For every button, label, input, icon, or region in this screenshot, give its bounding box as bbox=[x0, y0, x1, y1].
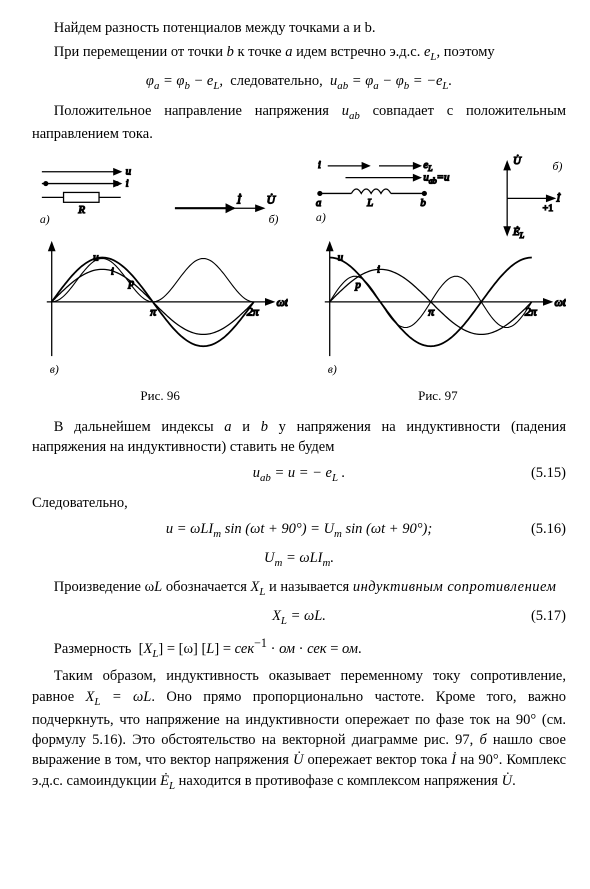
svg-text:p: p bbox=[354, 279, 361, 291]
figure-row: u i R a) İ U̇ б) ωt π 2π bbox=[32, 154, 566, 381]
fig97-caption: Рис. 97 bbox=[310, 387, 566, 405]
svg-text:U̇: U̇ bbox=[513, 155, 522, 167]
eq-phi: φa = φb − eL, следовательно, uab = φa − … bbox=[32, 71, 566, 94]
para2-c: идем встречно э.д.с. bbox=[292, 44, 424, 60]
eq-5-16-num: (5.16) bbox=[531, 519, 566, 539]
fig97-svg: i eL uab=u a L b a) İ U̇ bbox=[310, 154, 566, 381]
eq-5-16: u = ωLIm sin (ωt + 90°) = Um sin (ωt + 9… bbox=[32, 519, 566, 542]
svg-text:i: i bbox=[318, 159, 321, 171]
para3-a: Положительное направление напряжения bbox=[54, 103, 342, 119]
svg-text:i: i bbox=[111, 265, 114, 277]
svg-text:a: a bbox=[316, 197, 321, 209]
para-8: Таким образом, индуктивность оказывает п… bbox=[32, 666, 566, 793]
svg-text:İ: İ bbox=[555, 192, 561, 204]
para2-a: При перемещении от точки bbox=[54, 44, 227, 60]
svg-text:ωt: ωt bbox=[554, 295, 566, 309]
eq-5-17-num: (5.17) bbox=[531, 606, 566, 626]
sym-eL: eL bbox=[424, 44, 436, 60]
svg-text:i: i bbox=[377, 263, 380, 275]
fig96-v-label: в) bbox=[50, 362, 59, 376]
svg-text:L: L bbox=[366, 197, 373, 209]
fig96-a-label: a) bbox=[40, 212, 50, 226]
svg-text:İ: İ bbox=[236, 192, 242, 206]
svg-text:uab=u: uab=u bbox=[423, 172, 450, 186]
fig96-caption: Рис. 96 bbox=[32, 387, 288, 405]
para-6: Произведение ωL обозначается XL и называ… bbox=[32, 577, 566, 600]
svg-text:ωt: ωt bbox=[276, 295, 288, 309]
para-5: Следовательно, bbox=[32, 493, 566, 513]
para-3: Положительное направление напряжения uab… bbox=[32, 101, 566, 144]
eq-5-17: XL = ωL. (5.17) bbox=[32, 606, 566, 629]
eq-5-16b: Um = ωLIm. bbox=[32, 548, 566, 571]
svg-text:p: p bbox=[128, 277, 135, 289]
svg-text:u: u bbox=[126, 166, 132, 178]
svg-text:b: b bbox=[420, 197, 426, 209]
para-7: Размерность [XL] = [ω] [L] = сек−1 · ом … bbox=[32, 635, 566, 662]
svg-text:+1: +1 bbox=[542, 203, 553, 214]
eq-5-15-num: (5.15) bbox=[531, 463, 566, 483]
fig97-a-label: a) bbox=[316, 210, 326, 224]
sym-uab: uab bbox=[342, 103, 360, 119]
svg-text:U̇: U̇ bbox=[267, 192, 277, 206]
para-2: При перемещении от точки b к точке a иде… bbox=[32, 42, 566, 65]
para2-d: , поэтому bbox=[436, 44, 494, 60]
figure-97: i eL uab=u a L b a) İ U̇ bbox=[310, 154, 566, 381]
figure-96: u i R a) İ U̇ б) ωt π 2π bbox=[32, 154, 288, 381]
svg-text:u: u bbox=[337, 251, 343, 263]
eq-5-15: uab = u = − eL . (5.15) bbox=[32, 463, 566, 486]
fig97-b-label: б) bbox=[552, 159, 562, 173]
para-1: Найдем разность потенциалов между точкам… bbox=[32, 18, 566, 38]
svg-text:u: u bbox=[93, 251, 99, 263]
para2-b: к точке bbox=[234, 44, 285, 60]
svg-text:i: i bbox=[126, 177, 129, 189]
para-4: В дальнейшем индексы a и b у напряжения … bbox=[32, 417, 566, 458]
fig96-svg: u i R a) İ U̇ б) ωt π 2π bbox=[32, 154, 288, 381]
fig97-v-label: в) bbox=[327, 362, 336, 376]
svg-text:ĖL: ĖL bbox=[512, 226, 524, 240]
svg-text:R: R bbox=[77, 204, 85, 216]
fig96-b-label: б) bbox=[269, 212, 279, 226]
sym-b: b bbox=[227, 44, 234, 60]
svg-text:π: π bbox=[428, 305, 435, 319]
